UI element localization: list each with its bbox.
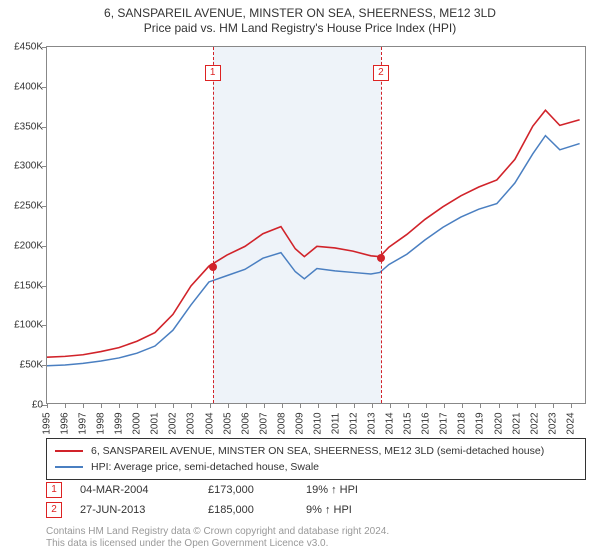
x-axis-label: 2005 — [222, 412, 233, 434]
x-axis-label: 2008 — [276, 412, 287, 434]
x-axis-label: 2006 — [240, 412, 251, 434]
x-axis-label: 2015 — [403, 412, 414, 434]
chart-title: 6, SANSPAREIL AVENUE, MINSTER ON SEA, SH… — [0, 0, 600, 36]
x-axis-label: 1998 — [96, 412, 107, 434]
event-marker — [209, 263, 217, 271]
event-row: 1 04-MAR-2004 £173,000 19% ↑ HPI — [46, 480, 586, 500]
legend-swatch — [55, 466, 83, 468]
x-axis-label: 2011 — [330, 413, 341, 435]
x-axis-label: 1996 — [60, 412, 71, 434]
plot-area: £0£50K£100K£150K£200K£250K£300K£350K£400… — [46, 46, 586, 404]
x-axis-label: 1999 — [114, 412, 125, 434]
event-vline — [213, 47, 214, 403]
event-vline — [381, 47, 382, 403]
legend-label: 6, SANSPAREIL AVENUE, MINSTER ON SEA, SH… — [91, 445, 544, 457]
title-line2: Price paid vs. HM Land Registry's House … — [0, 21, 600, 36]
x-axis-label: 2019 — [475, 412, 486, 434]
legend-label: HPI: Average price, semi-detached house,… — [91, 461, 319, 473]
x-axis-label: 2000 — [132, 412, 143, 434]
price-chart: £0£50K£100K£150K£200K£250K£300K£350K£400… — [46, 46, 586, 404]
y-axis-label: £50K — [3, 360, 43, 371]
x-axis-label: 2012 — [349, 412, 360, 434]
x-axis-label: 2009 — [294, 412, 305, 434]
y-axis-label: £350K — [3, 121, 43, 132]
y-axis-label: £100K — [3, 320, 43, 331]
y-axis-label: £150K — [3, 280, 43, 291]
x-axis-label: 2017 — [439, 412, 450, 434]
y-axis-label: £200K — [3, 240, 43, 251]
x-axis-label: 2020 — [493, 412, 504, 434]
y-axis-label: £0 — [3, 400, 43, 411]
title-line1: 6, SANSPAREIL AVENUE, MINSTER ON SEA, SH… — [0, 6, 600, 21]
x-axis-label: 1997 — [78, 412, 89, 434]
x-axis-label: 2022 — [529, 412, 540, 434]
x-axis-label: 2024 — [565, 412, 576, 434]
y-axis-label: £300K — [3, 161, 43, 172]
ownership-band — [213, 47, 381, 403]
x-axis-label: 2002 — [168, 412, 179, 434]
x-axis-label: 2004 — [204, 412, 215, 434]
event-number-box: 2 — [46, 502, 62, 518]
event-number-label: 1 — [205, 65, 221, 81]
event-price: £185,000 — [208, 504, 288, 516]
x-axis-label: 2023 — [547, 412, 558, 434]
event-diff: 9% ↑ HPI — [306, 504, 396, 516]
footer-attribution: Contains HM Land Registry data © Crown c… — [46, 526, 586, 550]
x-axis-label: 2003 — [186, 412, 197, 434]
y-axis-label: £450K — [3, 42, 43, 53]
event-row: 2 27-JUN-2013 £185,000 9% ↑ HPI — [46, 500, 586, 520]
legend-box: 6, SANSPAREIL AVENUE, MINSTER ON SEA, SH… — [46, 438, 586, 480]
x-axis-label: 1995 — [42, 412, 53, 434]
event-number-box: 1 — [46, 482, 62, 498]
event-marker — [377, 254, 385, 262]
legend-swatch — [55, 450, 83, 452]
footer-line1: Contains HM Land Registry data © Crown c… — [46, 526, 586, 538]
x-axis-label: 2021 — [511, 412, 522, 434]
x-axis-label: 2018 — [457, 412, 468, 434]
x-axis-label: 2001 — [150, 412, 161, 434]
legend-row: HPI: Average price, semi-detached house,… — [55, 459, 577, 475]
event-date: 27-JUN-2013 — [80, 504, 190, 516]
y-axis-label: £250K — [3, 201, 43, 212]
x-axis-label: 2010 — [312, 412, 323, 434]
x-axis-label: 2014 — [385, 412, 396, 434]
footer-line2: This data is licensed under the Open Gov… — [46, 538, 586, 550]
event-price: £173,000 — [208, 484, 288, 496]
y-axis-label: £400K — [3, 81, 43, 92]
event-diff: 19% ↑ HPI — [306, 484, 396, 496]
event-date: 04-MAR-2004 — [80, 484, 190, 496]
events-table: 1 04-MAR-2004 £173,000 19% ↑ HPI 2 27-JU… — [46, 480, 586, 520]
legend-row: 6, SANSPAREIL AVENUE, MINSTER ON SEA, SH… — [55, 443, 577, 459]
event-number-label: 2 — [373, 65, 389, 81]
x-axis-label: 2013 — [367, 412, 378, 434]
x-axis-label: 2007 — [258, 412, 269, 434]
x-axis-label: 2016 — [421, 412, 432, 434]
